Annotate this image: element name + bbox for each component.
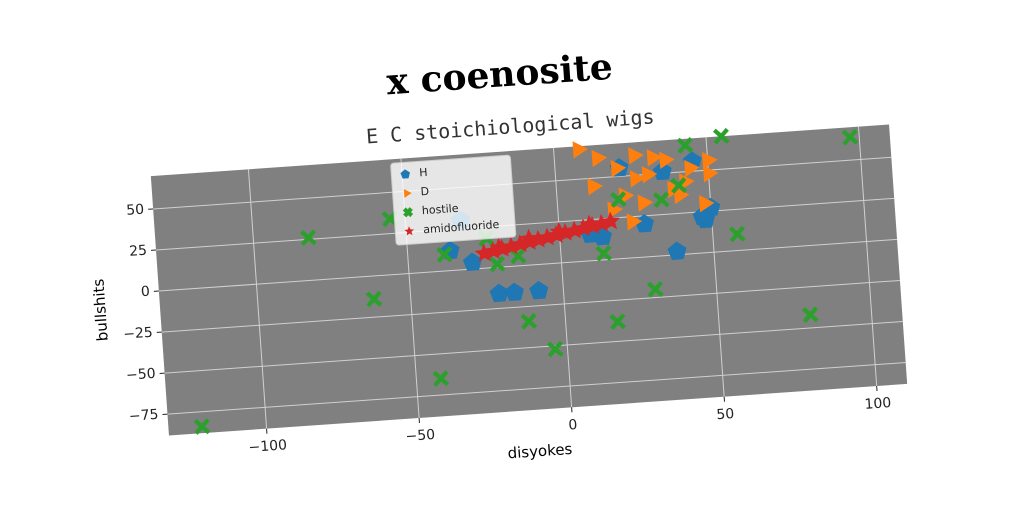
point (702, 165, 719, 183)
point (676, 137, 694, 154)
point (728, 225, 746, 243)
point (529, 280, 549, 300)
y-tick-label: −50 (126, 366, 157, 384)
plot-area (150, 124, 908, 436)
legend-swatch (402, 207, 414, 218)
point (610, 191, 627, 208)
x-tick-label: 0 (568, 417, 578, 434)
point (546, 340, 564, 358)
point (591, 149, 608, 168)
y-axis-label: bullshits (89, 278, 111, 342)
point (667, 241, 687, 260)
point (626, 213, 643, 231)
x-axis-label: disyokes (507, 440, 573, 462)
point (641, 166, 658, 184)
point (432, 370, 450, 387)
point (629, 170, 646, 188)
legend-swatch (404, 226, 414, 236)
point (841, 128, 859, 146)
point (610, 160, 627, 178)
grid-line (158, 238, 898, 292)
point (712, 127, 730, 145)
y-tick-label: 50 (126, 202, 145, 219)
point (673, 186, 690, 205)
legend-label: H (419, 166, 428, 180)
point (520, 312, 538, 330)
point (609, 313, 627, 330)
point (653, 191, 670, 209)
grid-line (153, 156, 892, 210)
y-tick-label: −25 (123, 325, 154, 343)
grid-line (167, 362, 906, 415)
y-tick-label: −75 (128, 407, 159, 425)
legend-label: D (420, 185, 429, 199)
y-tick-label: 0 (140, 284, 150, 301)
legend-swatch (403, 189, 412, 198)
point (601, 211, 621, 230)
point (595, 244, 613, 262)
point (519, 228, 539, 248)
point (579, 214, 599, 234)
grid-line (161, 279, 900, 333)
point (300, 229, 317, 247)
chart-subtitle: E C stoichiological wigs (365, 104, 655, 148)
x-tick-label: −100 (248, 437, 287, 456)
point (637, 194, 654, 212)
point (670, 177, 688, 194)
point (462, 252, 482, 271)
point (702, 151, 718, 170)
point (684, 159, 700, 178)
point (634, 214, 654, 233)
legend-swatch (400, 169, 410, 179)
point (802, 306, 819, 324)
point (587, 178, 603, 196)
point (489, 237, 509, 256)
rotated-figure: x coenosite E C stoichiological wigs dis… (89, 46, 908, 462)
point (652, 161, 672, 181)
point (549, 221, 569, 241)
legend-label: hostile (421, 202, 459, 218)
grid-line (155, 197, 895, 251)
point (504, 282, 524, 302)
chart-title: x coenosite (385, 46, 614, 104)
grid-line (705, 137, 725, 397)
point (436, 246, 453, 263)
point (659, 151, 675, 169)
grid-line (858, 126, 878, 387)
legend-box (390, 154, 517, 246)
x-tick-label: −50 (405, 427, 436, 445)
grid-line (164, 320, 903, 374)
point (695, 209, 715, 229)
x-tick-label: 50 (716, 406, 735, 423)
x-tick-label: 100 (864, 395, 892, 413)
point (365, 290, 383, 308)
point (488, 255, 506, 273)
legend-label: amidofluoride (423, 218, 500, 236)
point (628, 147, 644, 165)
point (698, 195, 715, 213)
grid-line (552, 147, 573, 408)
y-tick-label: 25 (129, 243, 148, 260)
point (646, 149, 663, 167)
point (193, 418, 211, 435)
point (489, 283, 509, 303)
point (572, 141, 589, 159)
point (646, 280, 664, 298)
grid-line (247, 169, 268, 429)
